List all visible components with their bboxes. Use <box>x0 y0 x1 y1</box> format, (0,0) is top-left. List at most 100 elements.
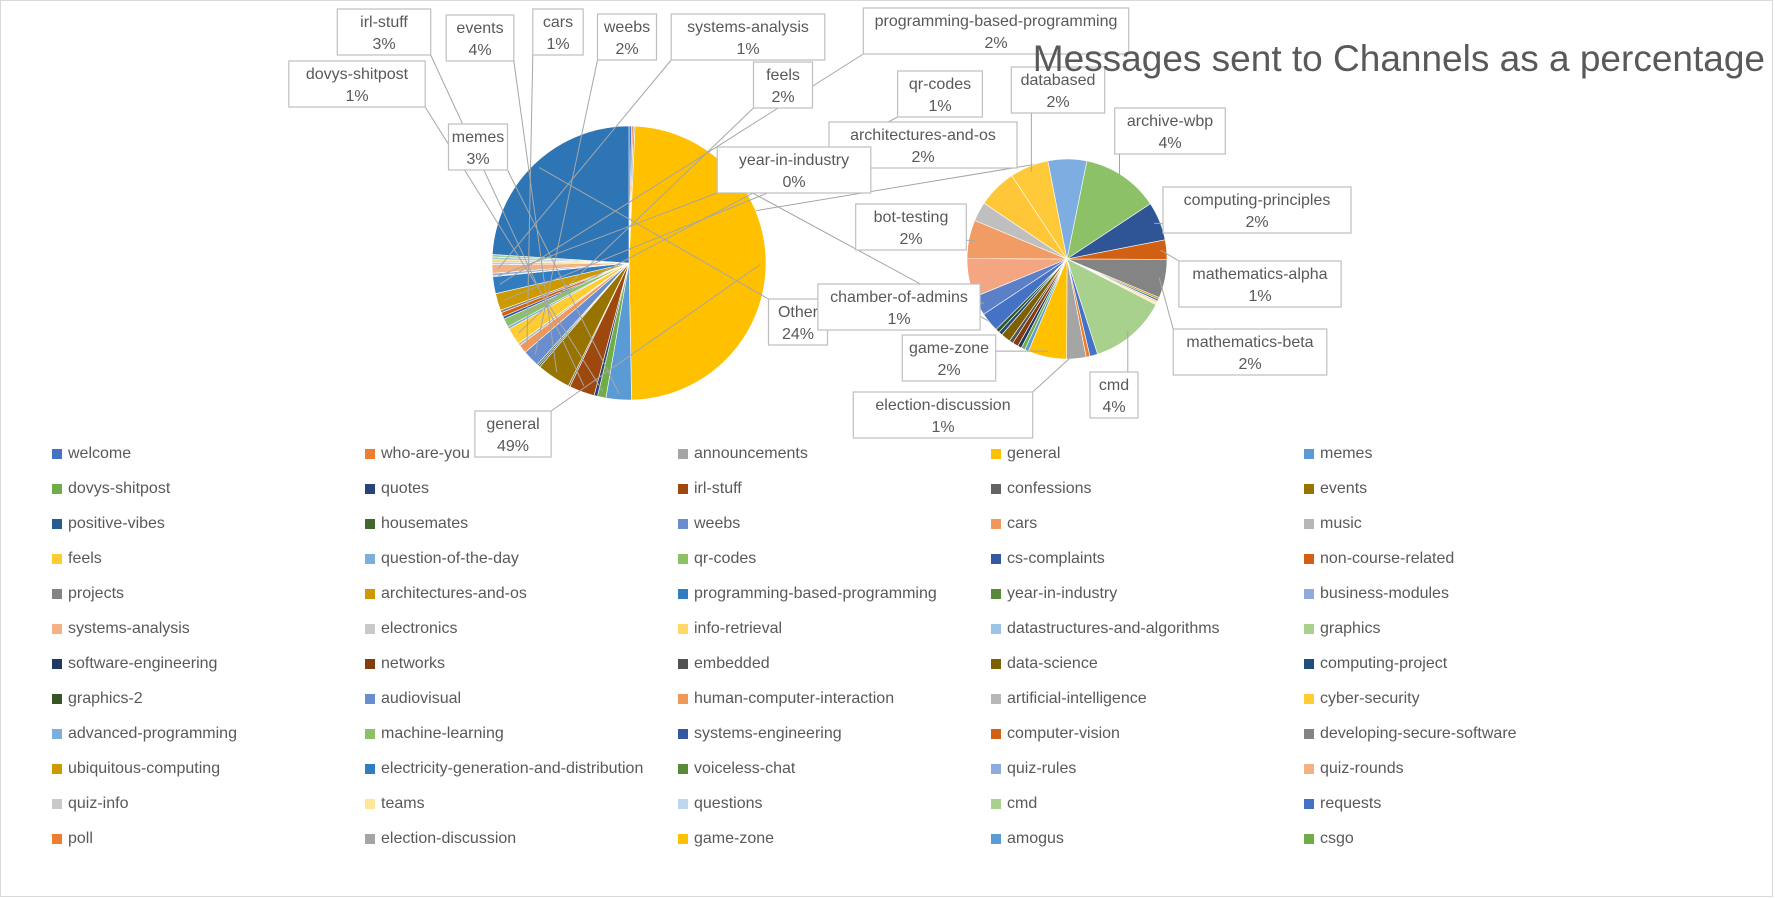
data-label-value-chamber-of-admins: 1% <box>887 311 910 328</box>
legend-swatch <box>678 448 688 459</box>
data-label-name-systems-analysis: systems-analysis <box>687 19 809 36</box>
legend-item-events: events <box>1304 471 1617 506</box>
legend-item-systems-analysis: systems-analysis <box>52 611 365 646</box>
secondary-slice-archive-wbp <box>1066 160 1151 260</box>
data-label-box-systems-analysis <box>670 13 826 61</box>
legend-swatch <box>1304 798 1314 809</box>
legend-item-dovys-shitpost: dovys-shitpost <box>52 471 365 506</box>
data-label-name-cars: cars <box>543 14 573 31</box>
legend-label: positive-vibes <box>68 514 165 532</box>
legend-item-quotes: quotes <box>365 471 678 506</box>
legend-label: events <box>1320 479 1368 497</box>
legend-swatch <box>678 728 688 739</box>
legend-swatch <box>678 483 688 494</box>
legend-swatch <box>365 448 375 459</box>
legend-label: quotes <box>381 479 430 497</box>
legend-label: graphics <box>1320 619 1381 637</box>
legend-swatch <box>52 483 62 494</box>
legend-item-election-discussion: election-discussion <box>365 821 678 856</box>
legend-item-weebs: weebs <box>678 506 991 541</box>
data-label-box-mathematics-alpha <box>1178 260 1342 308</box>
legend-swatch <box>991 448 1001 459</box>
legend-swatch <box>365 483 375 494</box>
leader-line-events <box>513 60 558 373</box>
data-label-box-programming-based-programming <box>862 7 1130 55</box>
leader-line-general <box>550 264 761 412</box>
legend-item-info-retrieval: info-retrieval <box>678 611 991 646</box>
legend-label: human-computer-interaction <box>694 689 895 707</box>
data-label-name-programming-based-programming: programming-based-programming <box>875 13 1118 30</box>
legend-item-cars: cars <box>991 506 1304 541</box>
legend-label: quiz-rounds <box>1320 759 1404 777</box>
data-label-value-cmd: 4% <box>1102 399 1125 416</box>
legend-swatch <box>365 658 375 669</box>
legend-label: embedded <box>694 654 770 672</box>
leader-lines <box>424 53 1180 412</box>
secondary-slice-cmd <box>1066 258 1157 355</box>
legend-item-embedded: embedded <box>678 646 991 681</box>
legend-swatch <box>678 553 688 564</box>
legend-swatch <box>52 448 62 459</box>
data-label-value-other: 24% <box>782 326 814 343</box>
legend-item-poll: poll <box>52 821 365 856</box>
legend-label: electricity-generation-and-distribution <box>381 759 644 777</box>
legend-item-projects: projects <box>52 576 365 611</box>
legend-swatch <box>991 693 1001 704</box>
legend-label: quiz-rules <box>1007 759 1077 777</box>
legend-swatch <box>1304 763 1314 774</box>
legend-swatch <box>1304 588 1314 599</box>
data-label-name-chamber-of-admins: chamber-of-admins <box>830 289 968 306</box>
data-label-name-mathematics-beta: mathematics-beta <box>1186 334 1313 351</box>
legend-swatch <box>52 693 62 704</box>
data-label-value-cars: 1% <box>546 36 569 53</box>
legend-label: non-course-related <box>1320 549 1455 567</box>
legend-swatch <box>365 798 375 809</box>
legend-label: projects <box>68 584 125 602</box>
data-label-name-mathematics-alpha: mathematics-alpha <box>1192 266 1327 283</box>
legend-label: artificial-intelligence <box>1007 689 1147 707</box>
legend-label: graphics-2 <box>68 689 143 707</box>
legend-label: voiceless-chat <box>694 759 796 777</box>
data-label-box-election-discussion <box>852 391 1034 439</box>
legend-label: machine-learning <box>381 724 504 742</box>
data-label-name-year-in-industry: year-in-industry <box>739 152 849 169</box>
data-label-box-databased <box>1010 66 1106 114</box>
data-label-value-events: 4% <box>468 42 491 59</box>
legend-swatch <box>991 833 1001 844</box>
leader-line-year-in-industry <box>498 192 718 277</box>
legend-label: housemates <box>381 514 469 532</box>
legend-label: question-of-the-day <box>381 549 519 567</box>
legend-label: election-discussion <box>381 829 517 847</box>
data-label-box-archive-wbp <box>1114 107 1226 155</box>
legend-label: quiz-info <box>68 794 129 812</box>
data-label-value-programming-based-programming: 2% <box>984 35 1007 52</box>
data-label-value-architectures-and-os: 2% <box>911 149 934 166</box>
legend-label: announcements <box>694 444 808 462</box>
legend-item-housemates: housemates <box>365 506 678 541</box>
legend-swatch <box>52 623 62 634</box>
legend-item-systems-engineering: systems-engineering <box>678 716 991 751</box>
data-label-box-memes <box>447 123 509 171</box>
legend-swatch <box>365 588 375 599</box>
legend-item-requests: requests <box>1304 786 1617 821</box>
leader-line-irl-stuff <box>430 54 585 387</box>
data-label-value-mathematics-beta: 2% <box>1238 356 1261 373</box>
legend-swatch <box>52 588 62 599</box>
legend-swatch <box>365 728 375 739</box>
data-label-name-other: Other <box>778 304 819 321</box>
legend-item-irl-stuff: irl-stuff <box>678 471 991 506</box>
data-label-box-cmd <box>1089 371 1139 419</box>
data-label-name-game-zone: game-zone <box>909 340 989 357</box>
data-label-value-systems-analysis: 1% <box>736 41 759 58</box>
legend-label: confessions <box>1007 479 1092 497</box>
legend-swatch <box>1304 483 1314 494</box>
data-label-box-cars <box>532 8 584 56</box>
legend-swatch <box>1304 448 1314 459</box>
legend-swatch <box>365 763 375 774</box>
legend-label: advanced-programming <box>68 724 237 742</box>
legend-swatch <box>365 518 375 529</box>
legend-item-general: general <box>991 436 1304 471</box>
legend-swatch <box>52 728 62 739</box>
data-label-name-databased: databased <box>1021 72 1096 89</box>
leader-line-election-discussion <box>1032 352 1077 393</box>
